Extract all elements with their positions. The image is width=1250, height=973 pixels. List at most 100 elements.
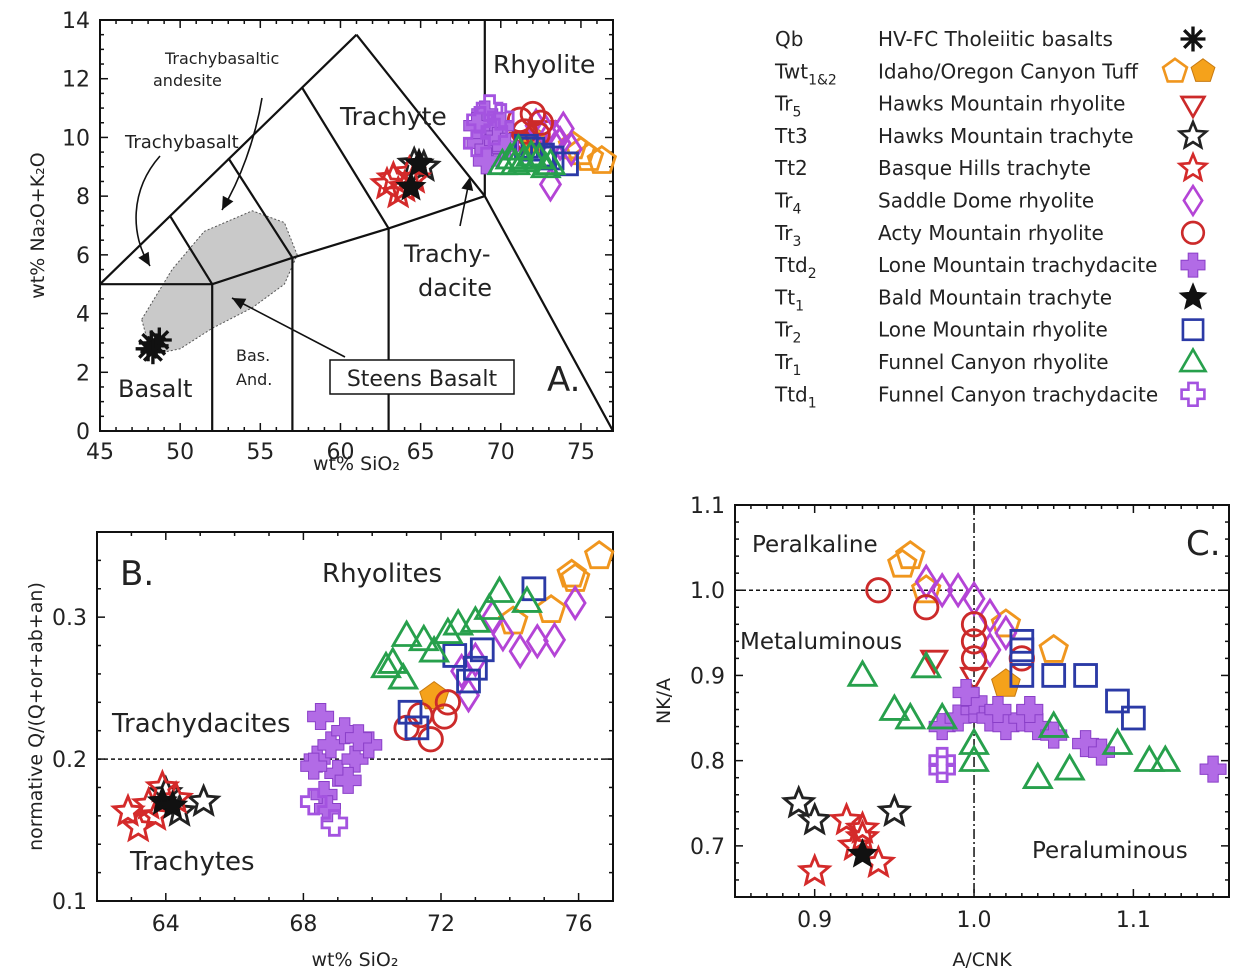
panel-b-xtick: 72 [427, 912, 455, 937]
panel-b-point [473, 592, 506, 620]
legend-item: Tt3 Hawks Mountain trachyte [774, 118, 1210, 151]
panel-a-point [506, 106, 534, 133]
panel-c-point [919, 649, 950, 676]
panel-c-point [930, 571, 954, 609]
panel-c-xlabel: A/CNK [952, 949, 1012, 971]
panel-c-point [960, 611, 988, 638]
panel-a-ytick: 6 [76, 244, 90, 269]
tas-boundary-7 [227, 157, 294, 259]
legend-description: Hawks Mountain rhyolite [878, 92, 1125, 116]
panel-c-point [894, 701, 927, 730]
panel-c-point [914, 563, 938, 600]
legend-code: Qb [775, 27, 803, 51]
legend-description: Funnel Canyon rhyolite [878, 350, 1109, 374]
panel-b-point [334, 766, 362, 794]
legend-code: Twt1&2 [774, 59, 837, 88]
legend-code: Ttd1 [774, 382, 817, 411]
panel-b-ytick: 0.1 [52, 890, 87, 915]
panel-a-field-label: andesite [153, 71, 222, 90]
panel-c-point [1101, 727, 1134, 755]
panel-a-point [551, 110, 575, 147]
panel-b-point [300, 752, 328, 780]
panel-a-field-label: Trachy- [403, 240, 491, 268]
panel-a-point [480, 117, 509, 146]
legend-marker-icon [1176, 150, 1210, 183]
panel-b-point [299, 787, 328, 816]
panel-b-ytick: 0.2 [52, 748, 87, 773]
panel-b-point [320, 809, 349, 837]
panel-b-point [442, 607, 475, 636]
panel-a-ytick: 0 [76, 420, 90, 445]
panel-c-point [962, 580, 986, 618]
legend-description: Acty Mountain rhyolite [878, 221, 1104, 245]
panel-a-field-label: dacite [418, 274, 492, 302]
legend: Qb HV-FC Tholeiitic basalts Twt1&2 Idaho/Or… [774, 26, 1216, 411]
tas-boundary-6 [169, 216, 214, 285]
legend-description: Idaho/Oregon Canyon Tuff [878, 59, 1139, 83]
panel-c-point [928, 755, 956, 783]
panel-b-point [508, 632, 532, 670]
legend-item: Tt1 Bald Mountain trachyte [774, 282, 1208, 314]
panel-b-point [376, 646, 409, 674]
tas-field-boundaries [100, 20, 613, 431]
panel-b-point [110, 792, 146, 827]
tas-boundary-1 [211, 195, 486, 286]
panel-c-point [876, 792, 913, 828]
panel-b-frame [96, 531, 614, 902]
legend-code: Tr5 [774, 92, 801, 121]
legend-marker-icon [1179, 95, 1207, 120]
panel-b-point [431, 703, 458, 730]
panel-b-field-label: Rhyolites [322, 559, 442, 589]
panel-c-point [1133, 744, 1166, 772]
panel-c-xtick: 1.1 [1116, 908, 1151, 933]
panel-b-point [456, 676, 481, 714]
panel-b-point [535, 594, 567, 624]
legend-code: Tt1 [774, 285, 804, 314]
panel-c-point [928, 746, 956, 775]
legend-code: Tr1 [774, 350, 801, 379]
panel-c-point [1041, 663, 1067, 688]
panel-a-point [548, 125, 572, 162]
panel-b-point [463, 655, 488, 681]
tas-boundary-9 [355, 20, 486, 200]
legend-description: Basque Hills trachyte [878, 156, 1091, 180]
panel-b-xlabel: wt% SiO₂ [312, 949, 399, 971]
panel-c-point [946, 571, 970, 609]
panel-a-ytick: 10 [62, 126, 90, 151]
panel-a-xtick: 75 [567, 440, 595, 465]
panel-c-point [1053, 752, 1086, 781]
panel-b-ylabel: normative Q/(Q+or+ab+an) [25, 582, 47, 851]
legend-item: Twt1&2 Idaho/Oregon Canyon Tuff [774, 57, 1216, 88]
panel-c-point [978, 597, 1002, 635]
panel-a-point [502, 132, 535, 161]
panel-b-point [456, 668, 481, 694]
panel-b-ytick: 0.3 [52, 606, 87, 631]
panel-b-point [431, 616, 464, 645]
panel-b-point [397, 699, 423, 725]
panel-b: 64 68 72 76 0.1 0.2 0.3 wt% SiO₂ normative Q/(Q+… [25, 531, 615, 971]
panel-a-xtick: 50 [166, 440, 194, 465]
panel-b-point [317, 731, 345, 759]
panel-a-xtick: 65 [407, 440, 435, 465]
panel-a-letter: A. [547, 360, 580, 400]
panel-a-point [527, 109, 554, 136]
panel-c-point [1121, 705, 1146, 731]
panel-b-point [185, 782, 222, 817]
panel-c-point [958, 744, 990, 772]
panel-b-xtick: 64 [152, 912, 180, 937]
panel-c-point [990, 608, 1022, 638]
panel-b-point [511, 585, 543, 613]
panel-b-point [463, 641, 487, 679]
panel-a-point [403, 147, 435, 178]
panel-c-point [991, 668, 1021, 697]
panel-a-point [487, 103, 515, 131]
panel-a-xtick: 70 [487, 440, 515, 465]
panel-a-field-label: And. [236, 370, 272, 389]
panel-a-ytick: 4 [76, 303, 90, 328]
legend-description: HV-FC Tholeiitic basalts [878, 27, 1113, 51]
panel-c-letter: C. [1186, 524, 1221, 564]
legend-description: Saddle Dome rhyolite [878, 189, 1094, 213]
panel-c-point [1037, 710, 1070, 738]
legend-code: Tt3 [774, 124, 808, 148]
panel-a-point [140, 339, 166, 365]
